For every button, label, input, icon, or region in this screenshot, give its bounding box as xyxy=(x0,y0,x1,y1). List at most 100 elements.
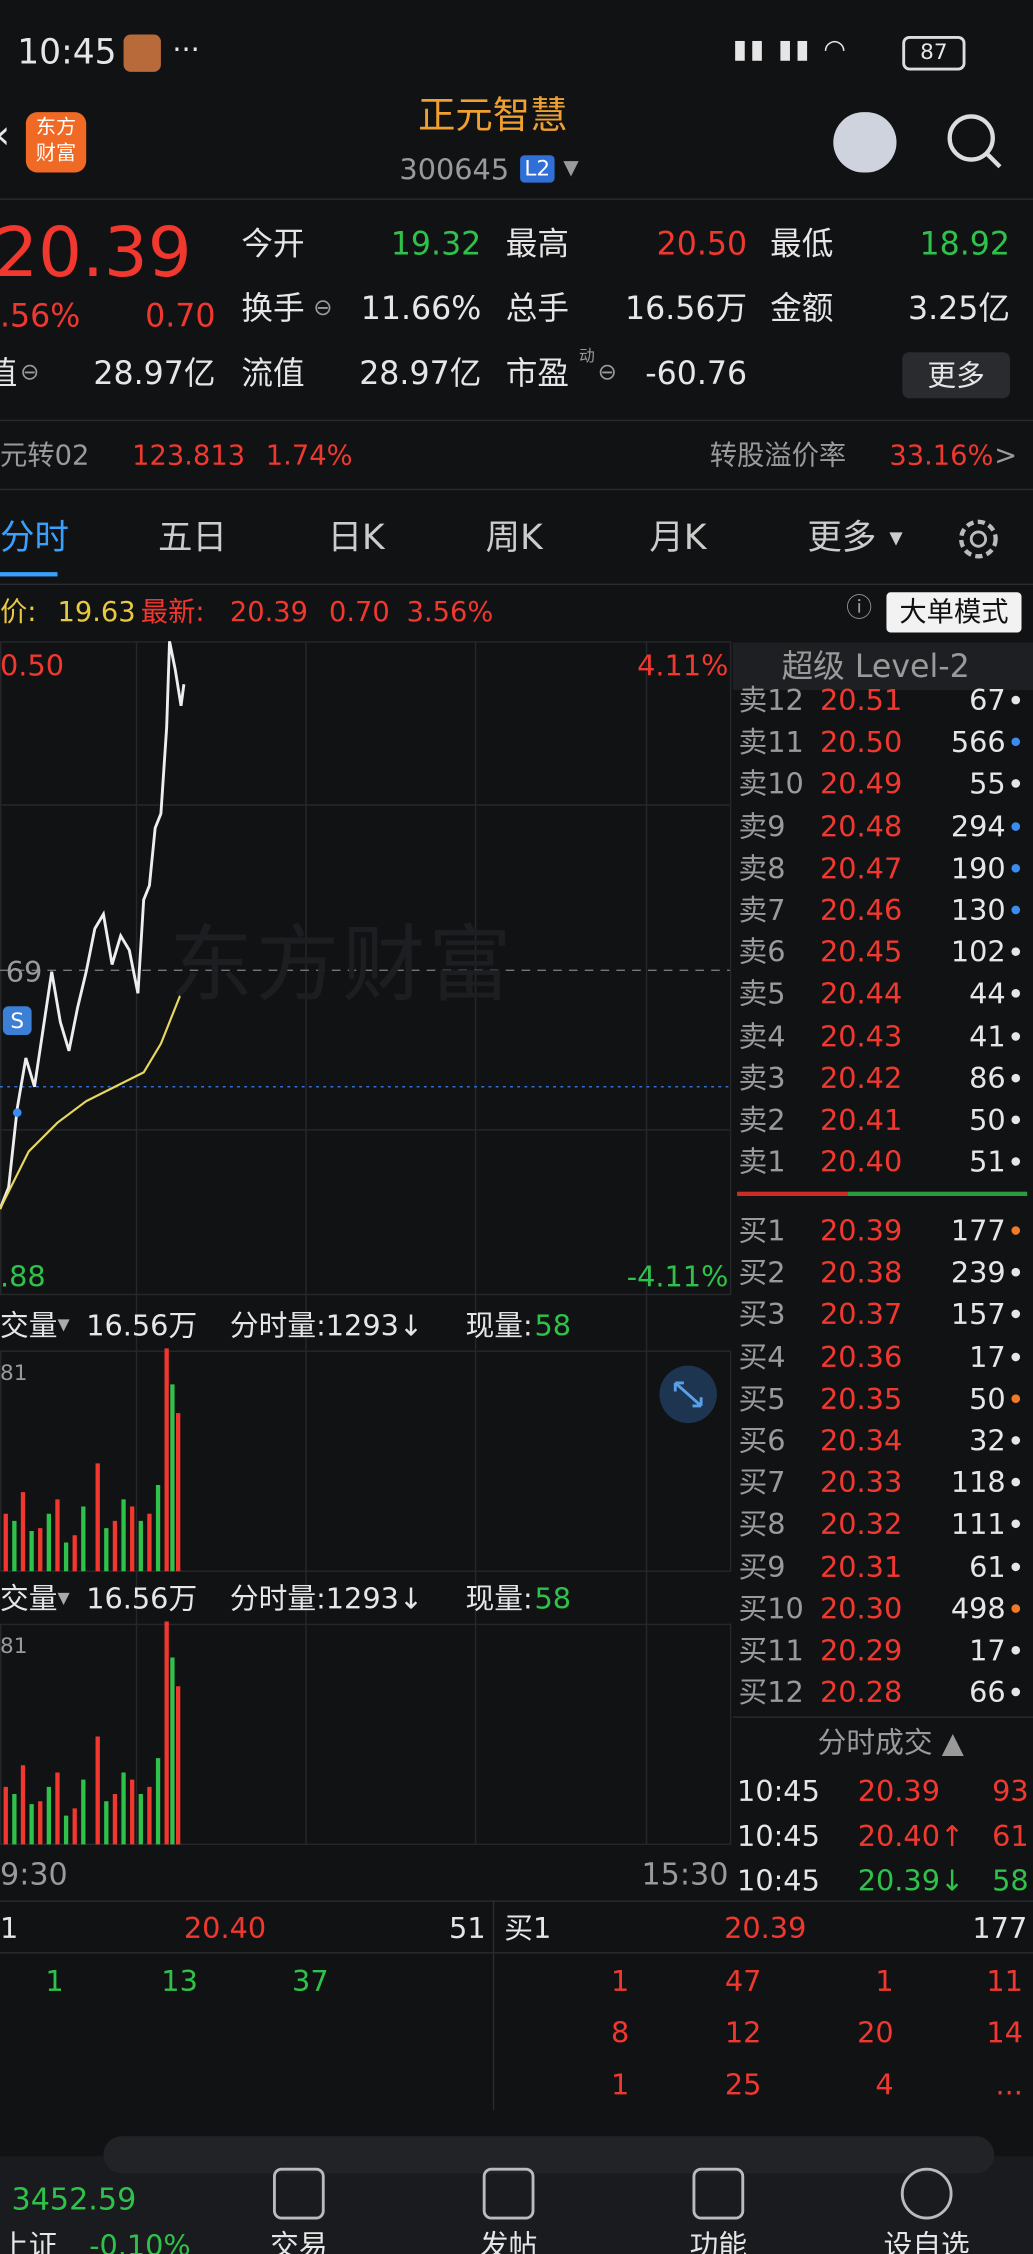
book-price: 20.41 xyxy=(819,1102,903,1138)
field-label: 值 xyxy=(0,359,17,391)
book-price: 20.46 xyxy=(819,892,903,928)
watermark: 东方财富 xyxy=(169,915,515,1014)
book-dot xyxy=(1011,1115,1021,1125)
book-qty: 102 xyxy=(950,934,1006,970)
field-label: 总手 xyxy=(505,291,569,328)
book-label: 买5 xyxy=(738,1381,786,1416)
book-label: 卖3 xyxy=(738,1060,786,1096)
tab[interactable]: 分时 xyxy=(0,517,69,558)
queue-cell: 13 xyxy=(161,1963,198,1999)
info-change: 0.70 xyxy=(329,596,390,629)
field-value: 18.92 xyxy=(919,227,1011,264)
mode-button[interactable]: 大单模式 xyxy=(886,592,1022,633)
book-dot xyxy=(1011,1687,1021,1697)
queue-qty: 51 xyxy=(449,1910,486,1945)
trade-price: 20.39↓ xyxy=(857,1863,965,1898)
queue-cell: 37 xyxy=(292,1963,329,1999)
book-price: 20.32 xyxy=(819,1507,903,1542)
nav-item[interactable]: 交易 xyxy=(270,2228,328,2254)
now-volume: 58 xyxy=(534,1581,572,1616)
time-start: 9:30 xyxy=(0,1857,68,1892)
book-label: 卖2 xyxy=(738,1102,786,1138)
time-end: 15:30 xyxy=(641,1857,729,1892)
book-dot xyxy=(1011,821,1021,831)
queue-cell: 12 xyxy=(724,2015,762,2050)
field-value: 19.32 xyxy=(390,227,482,264)
nav-icon[interactable] xyxy=(272,2167,325,2220)
book-dot xyxy=(1011,695,1021,705)
book-price: 20.50 xyxy=(819,724,903,760)
volume-caret[interactable]: ▼ xyxy=(57,1588,70,1608)
status-time: 10:45 xyxy=(17,31,117,72)
divider xyxy=(492,1900,495,2111)
tab[interactable]: 月K xyxy=(649,517,707,558)
tab[interactable]: 日K xyxy=(327,517,385,558)
book-dot xyxy=(1011,1226,1021,1235)
search-bar[interactable] xyxy=(103,2136,995,2174)
tab[interactable]: 更多 xyxy=(807,517,877,558)
info-icon[interactable]: ⊖ xyxy=(313,293,333,321)
nav-icon[interactable] xyxy=(692,2167,745,2220)
book-label: 卖8 xyxy=(738,850,786,886)
help-icon[interactable]: ⓘ xyxy=(846,593,873,624)
book-label: 买4 xyxy=(738,1339,786,1374)
book-qty: 177 xyxy=(950,1213,1006,1248)
field-value: 20.50 xyxy=(656,227,748,264)
book-price: 20.37 xyxy=(819,1297,903,1332)
volume-caret[interactable]: ▼ xyxy=(57,1315,70,1334)
field-sup: 动 xyxy=(578,346,595,366)
nav-icon[interactable] xyxy=(482,2167,535,2220)
back-button[interactable]: ‹ xyxy=(0,114,10,155)
nav-item[interactable]: 设自选 xyxy=(883,2228,970,2254)
book-dot xyxy=(1011,863,1021,873)
trade-price: 20.40↑ xyxy=(857,1818,965,1853)
info-icon[interactable]: ⊖ xyxy=(20,357,40,386)
field-label: 金额 xyxy=(770,291,834,328)
dropdown[interactable]: ▼ xyxy=(563,156,579,180)
queue-cell: 20 xyxy=(857,2015,894,2050)
queue-cell: 4 xyxy=(875,2067,894,2102)
nav-item[interactable]: 发帖 xyxy=(479,2228,538,2254)
more-button[interactable]: 更多 xyxy=(902,352,1011,399)
book-qty: 498 xyxy=(950,1591,1006,1626)
search-icon[interactable] xyxy=(942,109,1005,172)
nav-item[interactable]: 功能 xyxy=(689,2228,748,2254)
volume-max: 81 xyxy=(0,1359,28,1386)
book-label: 卖7 xyxy=(738,892,786,928)
stock-code: 300645 xyxy=(399,152,510,187)
settings-icon[interactable] xyxy=(954,515,1003,564)
robot-icon[interactable] xyxy=(833,112,897,173)
book-dot xyxy=(1011,737,1021,747)
book-qty: 86 xyxy=(969,1060,1006,1096)
book-dot xyxy=(1011,1603,1021,1613)
trades-title[interactable]: 分时成交 ▲ xyxy=(817,1725,964,1760)
book-label: 卖5 xyxy=(738,976,786,1012)
bond-name: 元转02 xyxy=(0,439,90,472)
book-title: 超级 Level-2 xyxy=(781,649,970,686)
tab[interactable]: 周K xyxy=(485,517,543,558)
change-pct: .56% xyxy=(0,299,81,335)
field-label: 最低 xyxy=(770,227,834,264)
premium-arrow[interactable]: > xyxy=(994,439,1018,472)
ratio-bar-red xyxy=(737,1191,848,1196)
tab-caret[interactable]: ▼ xyxy=(889,527,903,548)
book-price: 20.51 xyxy=(819,682,903,718)
premium-label: 转股溢价率 xyxy=(709,439,847,472)
signal-badge[interactable]: S xyxy=(2,1006,32,1035)
queue-cell: 14 xyxy=(986,2015,1023,2050)
info-icon[interactable]: ⊖ xyxy=(597,357,617,386)
book-label: 卖9 xyxy=(738,808,786,844)
book-header xyxy=(732,642,1033,690)
book-qty: 51 xyxy=(969,1144,1006,1180)
book-label: 买2 xyxy=(738,1255,786,1290)
volume-total: 16.56万 xyxy=(86,1581,198,1616)
nav-icon[interactable] xyxy=(900,2167,953,2220)
book-price: 20.35 xyxy=(819,1381,903,1416)
queue-cell: 11 xyxy=(986,1963,1023,1999)
book-dot xyxy=(1011,1478,1021,1487)
book-label: 买10 xyxy=(738,1591,804,1626)
book-qty: 17 xyxy=(969,1339,1006,1374)
tab[interactable]: 五日 xyxy=(158,517,228,558)
book-label: 买11 xyxy=(738,1633,804,1668)
level-badge: L2 xyxy=(520,155,555,183)
